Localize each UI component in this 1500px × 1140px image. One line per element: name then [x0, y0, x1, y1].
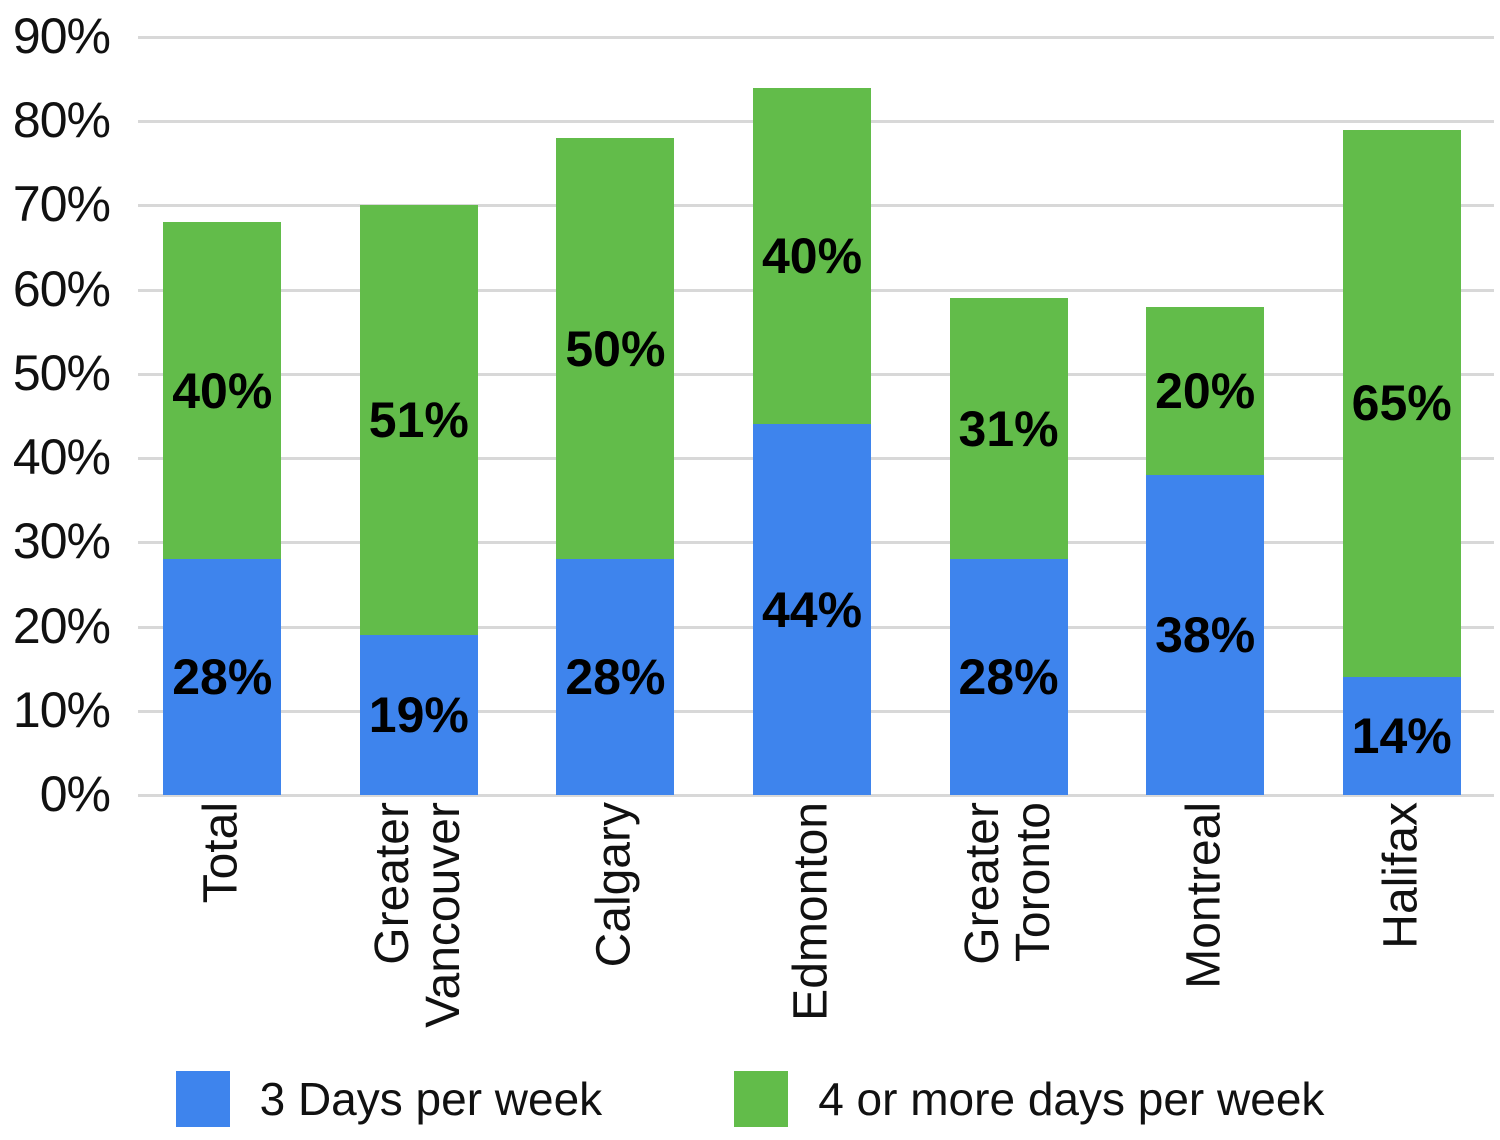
y-axis-tick-label-40: 40%	[12, 429, 111, 486]
bar-value-label: 51%	[368, 392, 469, 449]
legend-item-1: 3 Days per week	[175, 1071, 603, 1127]
legend-swatch	[175, 1071, 230, 1127]
bar-segment-series2: 51%	[359, 205, 478, 635]
gridline-0	[138, 794, 1494, 797]
x-axis-category-label: Calgary	[587, 802, 641, 968]
bar-segment-series2: 20%	[1146, 306, 1265, 475]
bar-value-label: 28%	[565, 649, 666, 706]
legend-item-2: 4 or more days per week	[734, 1071, 1324, 1127]
bar-segment-series1: 28%	[949, 559, 1068, 795]
y-axis-tick-label-20: 20%	[12, 597, 111, 654]
bar-segment-series1: 44%	[753, 424, 871, 795]
legend-label: 3 Days per week	[259, 1073, 603, 1125]
bar-halifax: 14% 65%	[1342, 37, 1461, 795]
bar-value-label: 31%	[958, 400, 1059, 457]
bar-segment-series2: 65%	[1342, 129, 1461, 678]
bar-value-label: 14%	[1351, 708, 1452, 765]
bar-value-label: 28%	[958, 649, 1059, 706]
y-axis-tick-label-80: 80%	[12, 92, 111, 149]
legend-label: 4 or more days per week	[818, 1073, 1325, 1125]
y-axis-tick-label-90: 90%	[12, 8, 111, 64]
bar-segment-series2: 50%	[556, 138, 675, 560]
bar-value-label: 40%	[761, 228, 863, 284]
bar-segment-series1: 28%	[556, 559, 675, 795]
bar-value-label: 20%	[1155, 362, 1256, 419]
bar-value-label: 65%	[1351, 375, 1452, 432]
bar-calgary: 28% 50%	[556, 37, 675, 795]
bar-greater-toronto: 28% 31%	[949, 37, 1068, 795]
y-axis: 0% 10% 20% 30% 40% 50% 60% 70% 80% 90%	[0, 11, 112, 819]
y-axis-tick-label-10: 10%	[12, 681, 111, 738]
plot-area: 28% 40% 19% 51% 28% 50% 44% 40% 28% 31% 38% 20% 14% 6…	[138, 36, 1494, 797]
bar-value-label: 50%	[565, 320, 666, 377]
bar-total: 28% 40%	[163, 37, 282, 795]
y-axis-tick-label-50: 50%	[12, 344, 111, 401]
x-axis-category-wrap: Halifax	[1272, 802, 1500, 1062]
gridline-90	[138, 36, 1494, 39]
y-axis-tick-label-60: 60%	[12, 260, 111, 317]
x-axis-category-label: Greater Vancouver	[365, 802, 470, 1028]
bar-value-label: 28%	[172, 649, 273, 706]
y-axis-tick-label-30: 30%	[12, 513, 111, 570]
bar-segment-series2: 40%	[753, 87, 871, 425]
bar-value-label: 44%	[761, 581, 863, 638]
bar-segment-series2: 31%	[949, 298, 1068, 560]
bar-value-label: 19%	[368, 686, 469, 743]
bar-montreal: 38% 20%	[1146, 37, 1265, 795]
x-axis-category-label: Halifax	[1374, 802, 1428, 949]
x-axis-category-label: Edmonton	[784, 802, 838, 1021]
y-axis-tick-label-70: 70%	[12, 176, 111, 233]
legend-swatch	[734, 1071, 789, 1127]
x-axis-category-label: Total	[194, 802, 248, 904]
legend: 3 Days per week 4 or more days per week	[0, 1064, 1500, 1134]
bar-segment-series2: 40%	[163, 222, 282, 560]
bar-greater-vancouver: 19% 51%	[359, 37, 478, 795]
bar-edmonton: 44% 40%	[753, 37, 871, 795]
bar-segment-series1: 38%	[1146, 474, 1265, 795]
bar-segment-series1: 14%	[1342, 677, 1461, 795]
bar-segment-series1: 19%	[359, 634, 478, 795]
y-axis-tick-label-0: 0%	[39, 766, 111, 822]
bar-value-label: 38%	[1155, 606, 1256, 663]
x-axis-category-label: Greater Toronto	[955, 802, 1060, 965]
x-axis-category-label: Montreal	[1177, 802, 1231, 989]
bar-value-label: 40%	[172, 362, 273, 419]
bar-segment-series1: 28%	[163, 559, 282, 795]
